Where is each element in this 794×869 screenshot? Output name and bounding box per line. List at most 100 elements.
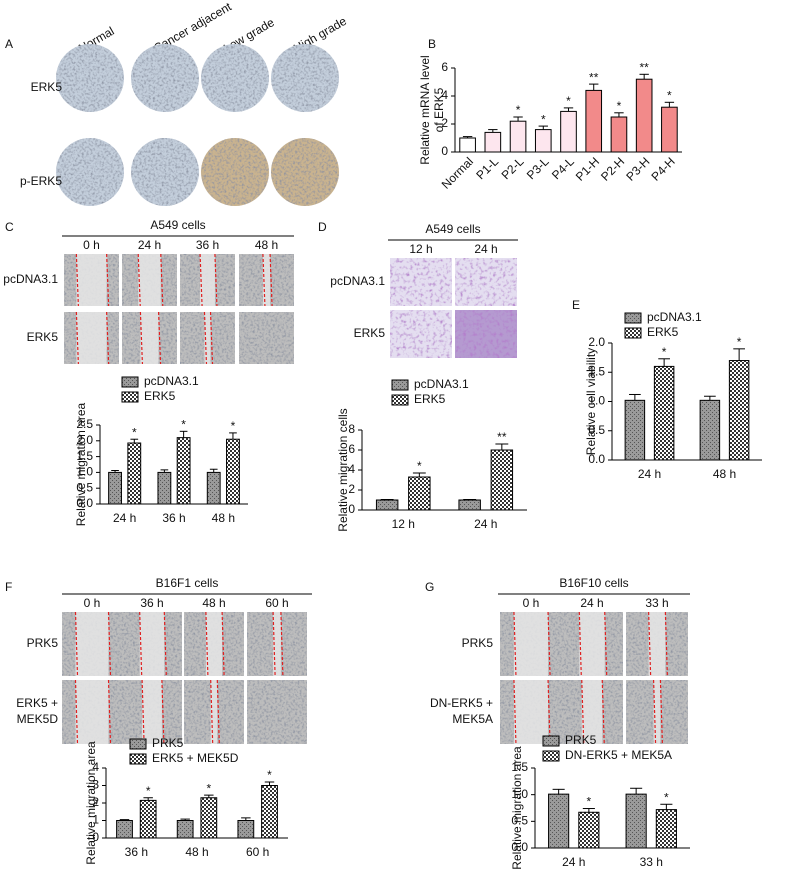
wound-edge <box>75 311 79 365</box>
wound-gap <box>513 612 549 676</box>
tissue-image <box>201 138 269 206</box>
wound-edge <box>139 611 143 677</box>
x-tick-label: 36 h <box>162 511 185 525</box>
bar <box>728 360 750 461</box>
wound-edge <box>139 311 144 365</box>
wound-gap <box>648 612 666 676</box>
bar <box>653 365 675 461</box>
significance: * <box>516 103 521 117</box>
bar <box>206 471 221 505</box>
tissue-image <box>271 138 339 206</box>
bar <box>226 438 240 505</box>
y-tick-label: 0.5 <box>588 423 605 437</box>
y-tick-label: 4 <box>348 462 355 476</box>
wound-gap <box>140 312 159 364</box>
legend-label: PRK5 <box>565 733 597 747</box>
wound-gap <box>139 612 165 676</box>
y-tick-label: 2 <box>441 116 448 130</box>
bar <box>490 449 514 511</box>
x-tick-label: 33 h <box>640 855 663 869</box>
row-label: PRK5 <box>27 636 59 650</box>
bar <box>458 499 481 511</box>
y-tick-label: 1.5 <box>588 364 605 378</box>
wound-gap <box>75 612 109 676</box>
wound-gap <box>273 612 281 676</box>
y-tick-label: 6 <box>348 442 355 456</box>
wound-gap <box>200 254 215 306</box>
panel-letter: D <box>318 220 327 234</box>
y-tick-label: 2 <box>92 795 99 809</box>
legend-swatch <box>542 750 560 762</box>
wound-edge <box>74 679 79 745</box>
wound-edge <box>664 611 668 677</box>
significance: * <box>737 335 742 349</box>
significance: * <box>662 345 667 359</box>
bar <box>176 437 191 505</box>
bar <box>610 116 628 153</box>
significance: ** <box>589 70 599 84</box>
y-axis-label: Relative cell viability <box>584 348 598 455</box>
y-tick-label: 0.5 <box>76 480 93 494</box>
wound-edge <box>107 679 112 745</box>
tissue-image <box>271 44 339 112</box>
column-header: 33 h <box>645 596 668 610</box>
bar <box>699 399 721 461</box>
wound-edge <box>652 679 657 745</box>
legend-swatch <box>624 312 642 324</box>
y-axis-label: Relative migration area <box>74 402 88 526</box>
bar <box>139 799 157 839</box>
legend-swatch <box>624 327 642 339</box>
column-header: 36 h <box>196 238 219 252</box>
wound-edge <box>210 679 214 745</box>
x-tick-label: 24 h <box>638 467 661 481</box>
wound-edge <box>157 311 162 365</box>
column-header: 12 h <box>409 242 432 256</box>
legend-label: pcDNA3.1 <box>647 310 702 324</box>
bar <box>176 820 194 839</box>
row-label: pcDNA3.1 <box>3 272 58 286</box>
x-tick-label: 36 h <box>125 845 148 859</box>
wound-edge <box>74 611 79 677</box>
bar <box>459 137 476 153</box>
significance: * <box>667 88 672 102</box>
bar <box>408 476 431 511</box>
bar <box>534 129 552 153</box>
significance: ** <box>639 60 649 74</box>
wound-edge <box>648 611 652 677</box>
wound-edge <box>547 611 551 677</box>
y-tick-label: 1.0 <box>511 787 528 801</box>
x-tick-label: P4-H <box>649 154 678 183</box>
x-tick-label: 48 h <box>185 845 208 859</box>
bar <box>127 442 142 505</box>
y-axis-label: Relative migration cells <box>336 408 350 531</box>
wound-gap <box>76 312 107 364</box>
row-label: PRK5 <box>462 636 494 650</box>
column-header: 48 h <box>202 596 225 610</box>
wound-edge <box>203 311 208 365</box>
bar <box>655 809 677 849</box>
row-label: MEK5D <box>17 712 59 726</box>
tissue-image <box>56 138 124 206</box>
wound-edge <box>578 611 582 677</box>
row-label: MEK5A <box>452 712 493 726</box>
bar <box>661 106 678 153</box>
y-tick-label: 2 <box>348 482 355 496</box>
row-label: ERK5 <box>31 80 63 94</box>
x-tick-label: P1-H <box>573 154 602 183</box>
wound-edge <box>513 611 517 677</box>
transwell-image <box>455 258 517 306</box>
wound-gap <box>579 612 605 676</box>
significance: * <box>587 795 592 809</box>
significance: * <box>132 425 137 439</box>
y-tick-label: 0 <box>92 830 99 844</box>
legend-swatch <box>391 394 409 406</box>
y-tick-label: 8 <box>348 422 355 436</box>
significance: * <box>206 781 211 795</box>
x-tick-label: P3-L <box>524 154 552 182</box>
tissue-image <box>131 138 199 206</box>
legend-swatch <box>121 391 139 403</box>
wound-gap <box>262 254 271 306</box>
panel-letter: B <box>428 37 436 51</box>
wound-edge <box>137 253 141 307</box>
x-tick-label: 24 h <box>474 517 497 531</box>
